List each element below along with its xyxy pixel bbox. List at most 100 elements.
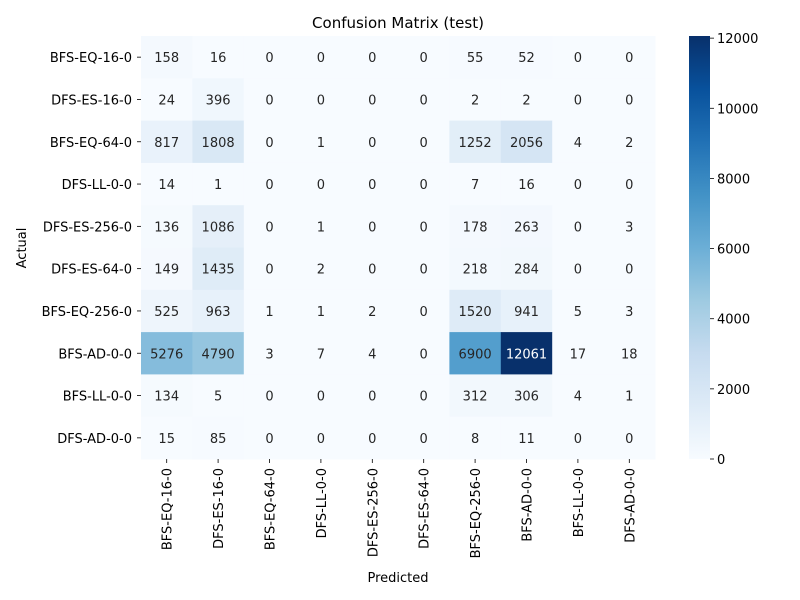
heatmap-cell bbox=[398, 416, 450, 460]
heatmap-cell bbox=[449, 416, 502, 460]
heatmap-cell bbox=[192, 416, 245, 460]
heatmap-cell bbox=[295, 162, 348, 206]
heatmap-cell bbox=[141, 247, 193, 291]
heatmap-cell bbox=[295, 205, 348, 248]
x-tick-label: DFS-ES-256-0 bbox=[366, 468, 381, 557]
cell-value-label: 14 bbox=[158, 178, 175, 193]
x-tick-label: BFS-EQ-256-0 bbox=[469, 468, 484, 558]
cell-value-label: 0 bbox=[368, 432, 376, 447]
cell-value-label: 0 bbox=[265, 432, 273, 447]
y-tick-label: DFS-ES-16-0 bbox=[51, 93, 132, 108]
cell-value-label: 0 bbox=[368, 263, 376, 278]
x-axis-label: Predicted bbox=[367, 571, 428, 586]
colorbar-tick-label: 12000 bbox=[717, 32, 758, 47]
heatmap-cell bbox=[141, 120, 193, 164]
cell-value-label: 3 bbox=[625, 220, 633, 235]
heatmap-cell bbox=[346, 374, 399, 418]
cell-value-label: 1086 bbox=[202, 220, 235, 235]
heatmap-cell bbox=[449, 120, 502, 164]
heatmap-cell bbox=[449, 36, 502, 79]
cell-value-label: 0 bbox=[317, 93, 325, 108]
cell-value-label: 16 bbox=[518, 178, 535, 193]
cell-value-label: 1520 bbox=[459, 305, 492, 320]
cell-value-label: 5 bbox=[574, 305, 582, 320]
heatmap-cell bbox=[500, 205, 553, 248]
cell-value-label: 0 bbox=[265, 93, 273, 108]
heatmap-cell bbox=[346, 162, 399, 206]
cell-value-label: 0 bbox=[265, 263, 273, 278]
heatmap-cell bbox=[603, 374, 656, 418]
heatmap-cell bbox=[500, 120, 553, 164]
cell-value-label: 5276 bbox=[150, 347, 183, 362]
heatmap-cell bbox=[192, 120, 245, 164]
heatmap-cell bbox=[192, 374, 245, 418]
heatmap-cell bbox=[141, 289, 193, 333]
heatmap-cell bbox=[552, 36, 605, 79]
cell-value-label: 396 bbox=[206, 93, 231, 108]
heatmap-cell bbox=[192, 205, 245, 248]
cell-value-label: 963 bbox=[206, 305, 231, 320]
heatmap-cell bbox=[295, 36, 348, 79]
heatmap-cell bbox=[398, 36, 450, 79]
cell-value-label: 52 bbox=[518, 51, 535, 66]
cell-value-label: 8 bbox=[471, 432, 479, 447]
cell-value-label: 0 bbox=[420, 51, 428, 66]
heatmap-cell bbox=[243, 120, 296, 164]
heatmap-cell bbox=[552, 162, 605, 206]
heatmap-cell bbox=[295, 416, 348, 460]
y-tick-label: BFS-EQ-16-0 bbox=[50, 51, 132, 66]
cell-value-label: 0 bbox=[625, 178, 633, 193]
cell-value-label: 0 bbox=[420, 178, 428, 193]
heatmap-cell bbox=[295, 332, 348, 375]
cell-value-label: 0 bbox=[420, 136, 428, 151]
colorbar-gradient bbox=[689, 36, 710, 459]
heatmap-cell bbox=[500, 289, 553, 333]
cell-value-label: 941 bbox=[514, 305, 539, 320]
colorbar-tick-label: 2000 bbox=[717, 383, 750, 398]
heatmap-cell bbox=[398, 247, 450, 291]
cell-value-label: 18 bbox=[621, 347, 638, 362]
cell-value-label: 0 bbox=[420, 347, 428, 362]
cell-value-label: 0 bbox=[420, 93, 428, 108]
cell-value-label: 0 bbox=[420, 220, 428, 235]
heatmap-cell bbox=[398, 120, 450, 164]
cell-value-label: 85 bbox=[210, 432, 227, 447]
x-tick-label: BFS-EQ-16-0 bbox=[161, 468, 176, 550]
cell-value-label: 0 bbox=[574, 263, 582, 278]
x-axis-ticks: BFS-EQ-16-0 DFS-ES-16-0 BFS-EQ-64-0 DFS-LL-… bbox=[161, 459, 638, 558]
cell-value-label: 4790 bbox=[202, 347, 235, 362]
heatmap-cell bbox=[243, 416, 296, 460]
cell-value-label: 525 bbox=[154, 305, 179, 320]
heatmap-cell bbox=[449, 205, 502, 248]
heatmap-cell bbox=[141, 36, 193, 79]
y-tick-label: BFS-AD-0-0 bbox=[58, 347, 132, 362]
heatmap-cell bbox=[552, 289, 605, 333]
heatmap-cell bbox=[398, 205, 450, 248]
cell-value-label: 312 bbox=[463, 390, 488, 405]
cell-value-label: 0 bbox=[420, 390, 428, 405]
x-tick-label: DFS-AD-0-0 bbox=[623, 468, 638, 543]
cell-value-label: 15 bbox=[158, 432, 175, 447]
cell-value-label: 0 bbox=[265, 51, 273, 66]
cell-value-label: 134 bbox=[154, 390, 179, 405]
heatmap-cell bbox=[243, 162, 296, 206]
heatmap-cell bbox=[500, 374, 553, 418]
cell-value-label: 0 bbox=[368, 220, 376, 235]
heatmap-cell bbox=[398, 162, 450, 206]
cell-value-label: 817 bbox=[154, 136, 179, 151]
cell-value-label: 0 bbox=[625, 263, 633, 278]
cell-value-label: 1 bbox=[317, 305, 325, 320]
heatmap-cell bbox=[398, 78, 450, 122]
heatmap-cell bbox=[552, 247, 605, 291]
cell-value-label: 0 bbox=[574, 220, 582, 235]
heatmap-cell bbox=[295, 374, 348, 418]
x-tick-label: DFS-ES-64-0 bbox=[418, 468, 433, 549]
cell-value-label: 1 bbox=[317, 220, 325, 235]
heatmap-cell bbox=[500, 332, 553, 375]
heatmap-cell bbox=[552, 374, 605, 418]
cell-value-label: 149 bbox=[154, 263, 179, 278]
heatmap-cell bbox=[243, 332, 296, 375]
cell-value-label: 0 bbox=[368, 178, 376, 193]
cell-value-label: 0 bbox=[265, 136, 273, 151]
